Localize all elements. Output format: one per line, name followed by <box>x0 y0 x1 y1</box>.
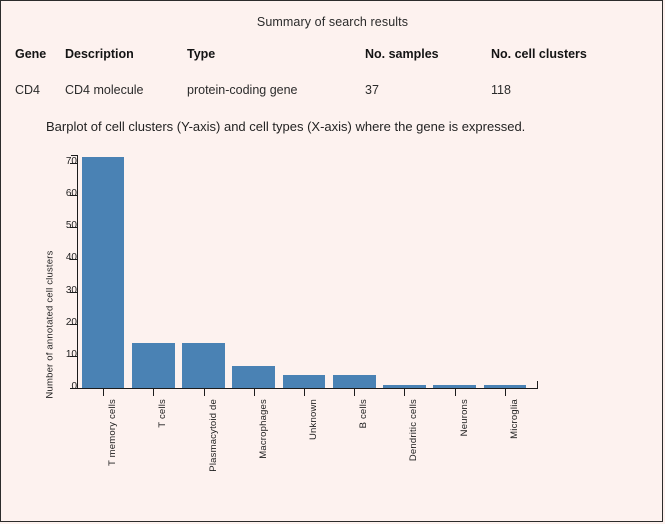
cell-samples: 37 <box>365 83 379 97</box>
y-tick: 70 <box>1 156 77 167</box>
x-tick-mark <box>454 389 456 396</box>
column-header-type: Type <box>187 47 216 61</box>
y-tick: 60 <box>1 188 77 199</box>
column-header-samples: No. samples <box>365 47 439 61</box>
y-tick: 30 <box>1 285 77 296</box>
cell-type: protein-coding gene <box>187 83 298 97</box>
cell-gene: CD4 <box>15 83 41 97</box>
column-header-gene: Gene <box>15 47 47 61</box>
y-tick-mark <box>70 355 77 357</box>
y-tick-label: 40 <box>65 252 77 264</box>
x-tick-label: B cells <box>358 399 370 429</box>
y-tick-mark <box>70 323 77 325</box>
bar <box>131 343 175 388</box>
bar <box>383 384 426 388</box>
bar <box>433 384 476 388</box>
cell-description: CD4 molecule <box>65 83 144 97</box>
x-tick-label: Dendritic cells <box>408 399 420 462</box>
y-tick: 50 <box>1 220 77 231</box>
y-tick-mark <box>70 195 77 197</box>
y-tick-mark <box>70 388 77 389</box>
y-tick-label: 20 <box>65 316 77 328</box>
x-tick-mark <box>153 389 155 396</box>
y-tick-label: 60 <box>65 188 77 200</box>
table-row: CD4 CD4 molecule protein-coding gene 37 … <box>1 83 662 97</box>
column-header-clusters: No. cell clusters <box>491 47 587 61</box>
x-tick-mark <box>253 389 255 396</box>
x-axis-line <box>77 388 538 389</box>
x-axis-end-cap <box>537 381 538 389</box>
x-tick-label: Plasmacytoid de <box>207 399 219 472</box>
x-tick-mark <box>304 389 305 396</box>
y-tick-label: 30 <box>65 284 77 296</box>
chart-caption: Barplot of cell clusters (Y-axis) and ce… <box>46 119 526 134</box>
y-axis-end-cap <box>71 155 78 156</box>
y-tick-mark <box>70 227 77 229</box>
y-tick-mark <box>70 291 77 293</box>
x-tick-mark <box>404 389 406 396</box>
bar <box>483 384 527 388</box>
x-tick-mark <box>504 389 506 396</box>
summary-table: Gene Description Type No. samples No. ce… <box>1 47 662 97</box>
y-tick-label: 10 <box>65 348 77 360</box>
y-tick-label: 50 <box>65 220 77 232</box>
bar <box>232 365 276 388</box>
table-header-row: Gene Description Type No. samples No. ce… <box>1 47 662 61</box>
barplot-chart: Number of annotated cell clusters 0 10 20 3… <box>1 141 662 521</box>
y-tick-mark <box>70 163 77 164</box>
y-tick-label: 0 <box>71 381 77 392</box>
bar <box>282 375 326 388</box>
x-tick-label: Unknown <box>308 399 319 441</box>
y-tick-mark <box>70 259 77 261</box>
x-tick-mark <box>203 389 205 396</box>
x-tick-label: Macrophages <box>257 399 269 459</box>
x-tick-label: Neurons <box>458 399 470 437</box>
cell-clusters: 118 <box>491 83 511 97</box>
bar-series <box>78 151 538 388</box>
bar <box>81 156 125 388</box>
column-header-description: Description <box>65 47 134 61</box>
y-tick: 40 <box>1 252 77 263</box>
x-tick-label: T memory cells <box>107 399 119 467</box>
x-tick-mark <box>354 389 356 396</box>
y-axis-line <box>77 155 78 389</box>
y-tick-label: 70 <box>65 156 77 167</box>
x-tick-label: Microglia <box>508 399 520 439</box>
x-tick-label: T cells <box>157 399 169 428</box>
y-tick: 10 <box>1 349 77 360</box>
bar <box>182 343 225 388</box>
summary-title: Summary of search results <box>256 15 409 29</box>
bar <box>332 375 376 388</box>
x-tick-mark <box>103 389 105 396</box>
y-tick: 20 <box>1 317 77 328</box>
y-tick: 0 <box>1 381 77 392</box>
